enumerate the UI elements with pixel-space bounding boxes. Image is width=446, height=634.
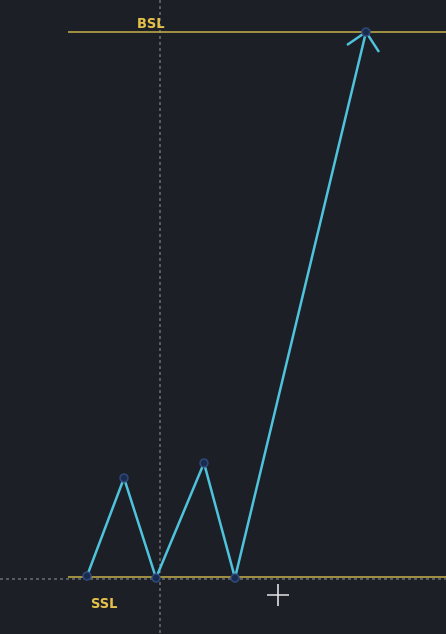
anchor-point-low-3[interactable]: [230, 573, 240, 583]
anchor-point-target-bsl[interactable]: [361, 27, 371, 37]
path-anchor-points[interactable]: [82, 27, 371, 583]
bsl-level-label: BSL: [137, 17, 165, 32]
anchor-point-high-1[interactable]: [119, 473, 129, 483]
crosshair-plus-icon: [267, 584, 289, 606]
price-path-drawing[interactable]: [85, 31, 368, 582]
ssl-level-label: SSL: [91, 597, 117, 612]
anchor-point-low-1[interactable]: [82, 571, 92, 581]
anchor-point-low-2[interactable]: [151, 573, 161, 583]
anchor-point-high-2[interactable]: [199, 458, 209, 468]
